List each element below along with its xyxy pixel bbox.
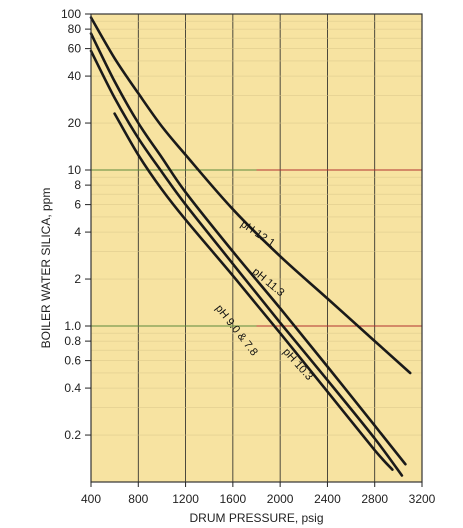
x-tick-label: 2400: [314, 492, 341, 506]
x-tick-label: 2000: [267, 492, 294, 506]
x-tick-label: 2800: [361, 492, 388, 506]
y-tick-label: 60: [68, 42, 82, 56]
y-tick-label: 6: [74, 198, 81, 212]
x-tick-label: 400: [81, 492, 101, 506]
y-tick-label: 8: [74, 178, 81, 192]
series-line-0: [89, 16, 412, 375]
y-tick-label: 80: [68, 22, 82, 36]
y-tick-label: 40: [68, 69, 82, 83]
y-tick-label: 1.0: [64, 319, 81, 333]
x-axis-label: DRUM PRESSURE, psig: [189, 511, 323, 525]
series-line-1: [89, 32, 407, 466]
y-tick-label: 100: [61, 7, 81, 21]
x-axis-ticks: 400 800 1200 1600 2000 2400 2800 3200: [81, 482, 436, 506]
y-tick-label: 0.4: [64, 381, 81, 395]
plot-border: [90, 13, 423, 483]
y-tick-label: 4: [74, 225, 81, 239]
curves: [89, 16, 412, 477]
y-axis-label: BOILER WATER SILICA, ppm: [39, 188, 53, 349]
y-tick-label: 10: [68, 163, 82, 177]
grid: [90, 14, 423, 482]
y-tick-label: 0.6: [64, 354, 81, 368]
x-tick-label: 1600: [220, 492, 247, 506]
x-tick-label: 1200: [172, 492, 199, 506]
x-tick-label: 800: [128, 492, 148, 506]
y-tick-label: 20: [68, 116, 82, 130]
y-tick-label: 0.8: [64, 334, 81, 348]
plot-area: [91, 14, 422, 482]
series-line-3: [113, 112, 394, 471]
y-tick-label: 0.2: [64, 428, 81, 442]
x-tick-label: 3200: [409, 492, 436, 506]
series-line-2: [89, 49, 404, 477]
y-tick-label: 2: [74, 272, 81, 286]
